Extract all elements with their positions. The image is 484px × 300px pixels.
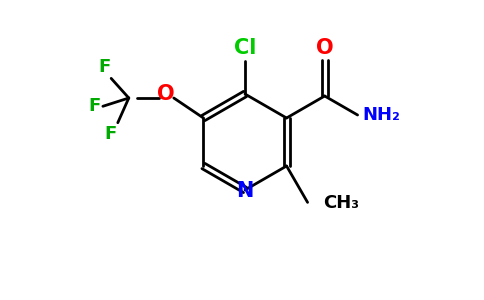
Text: F: F [105, 125, 117, 143]
Text: NH₂: NH₂ [363, 106, 400, 124]
Text: F: F [98, 58, 110, 76]
Text: O: O [316, 38, 333, 58]
Text: Cl: Cl [234, 38, 256, 58]
Text: O: O [157, 84, 175, 104]
Text: CH₃: CH₃ [324, 194, 360, 212]
Text: F: F [89, 97, 101, 115]
Text: N: N [236, 181, 254, 201]
